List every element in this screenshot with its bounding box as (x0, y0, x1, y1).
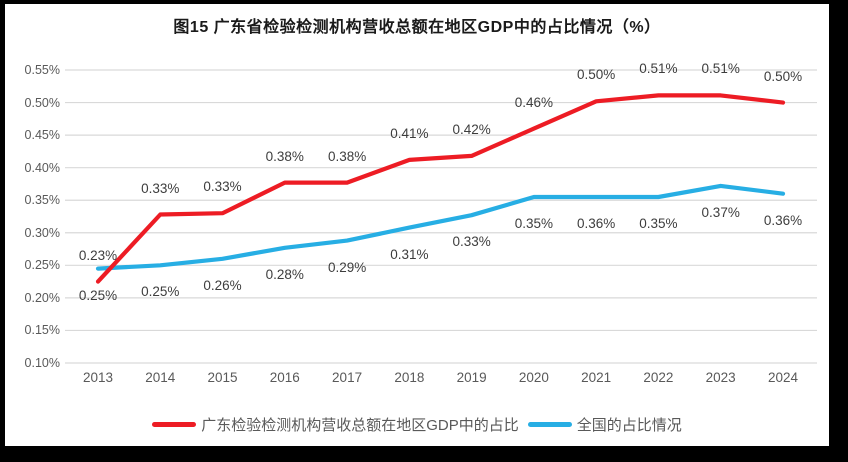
y-axis-tick-label: 0.15% (24, 323, 60, 338)
y-axis-tick-label: 0.40% (24, 160, 60, 175)
chart-title: 图15 广东省检验检测机构营收总额在地区GDP中的占比情况（%） (173, 19, 661, 36)
series-line (95, 93, 786, 284)
data-point-label: 0.38% (265, 148, 304, 164)
y-axis-tick-label: 0.50% (24, 95, 60, 110)
data-point-label: 0.26% (203, 277, 242, 293)
data-point-label: 0.33% (141, 180, 180, 196)
data-point-label: 0.36% (763, 212, 803, 228)
data-point-label: 0.42% (452, 121, 491, 137)
data-point-label: 0.33% (203, 179, 242, 195)
x-axis-tick-label: 2017 (332, 370, 363, 385)
y-axis-tick-label: 0.35% (24, 193, 60, 208)
legend-label-national: 全国的占比情况 (576, 416, 682, 434)
x-axis-tick-label: 2018 (394, 370, 425, 385)
legend-label-guangdong: 广东检验检测机构营收总额在地区GDP中的占比 (201, 416, 519, 434)
x-axis-tick-label: 2015 (207, 370, 238, 385)
y-axis-tick-label: 0.30% (24, 225, 60, 240)
x-axis-tick-label: 2013 (82, 370, 114, 385)
data-point-label: 0.36% (577, 215, 616, 231)
data-point-label: 0.51% (639, 61, 678, 77)
y-axis-tick-label: 0.20% (24, 290, 60, 305)
x-axis-tick-label: 2024 (767, 370, 798, 385)
data-point-label: 0.38% (327, 148, 367, 164)
gridlines-group (65, 69, 817, 364)
data-point-label: 0.35% (514, 215, 554, 231)
data-point-label: 0.37% (701, 204, 740, 220)
data-point-label: 0.50% (763, 68, 803, 84)
data-point-label: 0.51% (701, 61, 740, 77)
data-point-label: 0.25% (78, 287, 118, 303)
x-axis-tick-label: 2023 (705, 370, 736, 385)
data-point-label: 0.28% (265, 266, 304, 282)
data-point-label: 0.33% (452, 234, 491, 250)
x-axis-tick-label: 2014 (145, 370, 176, 385)
data-point-label: 0.41% (390, 125, 429, 141)
y-axis-tick-label: 0.45% (24, 128, 60, 143)
data-point-label: 0.25% (141, 284, 180, 300)
legend-swatch-national-line (527, 421, 572, 427)
y-axis-tick-label: 0.25% (24, 258, 60, 273)
data-point-label: 0.46% (514, 94, 554, 110)
series-lines-group (95, 93, 786, 284)
data-point-label: 0.35% (639, 215, 678, 231)
x-axis-tick-label: 2020 (518, 370, 549, 385)
legend: 广东检验检测机构营收总额在地区GDP中的占比 全国的占比情况 (5, 413, 829, 435)
legend-swatch-guangdong-line (152, 421, 197, 427)
series-line (95, 183, 786, 271)
data-point-label: 0.50% (577, 67, 616, 83)
x-axis-tick-label: 2022 (643, 370, 674, 385)
x-axis-tick-label: 2021 (581, 370, 612, 385)
x-axis-tick-label: 2019 (456, 370, 487, 385)
y-axis-tick-label: 0.10% (24, 356, 60, 370)
data-point-label: 0.23% (78, 247, 118, 263)
y-axis-tick-label: 0.55% (24, 63, 60, 77)
x-axis-tick-label: 2016 (269, 370, 300, 385)
data-point-label: 0.29% (327, 259, 367, 275)
data-point-label: 0.31% (390, 246, 429, 262)
